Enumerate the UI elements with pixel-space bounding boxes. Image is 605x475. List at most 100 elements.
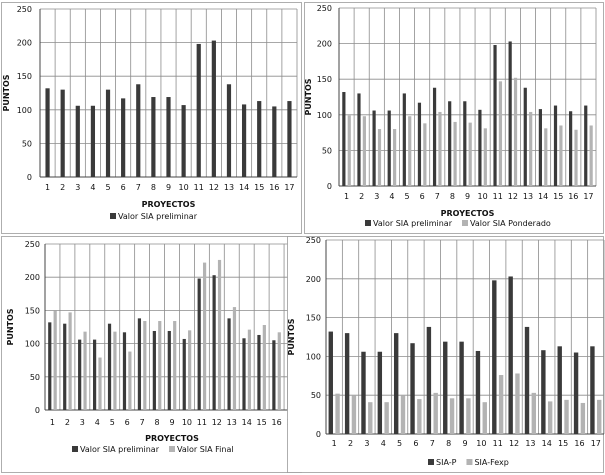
bar-valor-sia-final-13 xyxy=(232,307,237,410)
legend-swatch xyxy=(428,459,434,465)
x-tick-label: 17 xyxy=(284,183,294,192)
x-axis-title: PROYECTOS xyxy=(145,434,199,443)
legend-label: Valor SIA preliminar xyxy=(118,212,198,221)
x-tick-label: 2 xyxy=(348,439,353,448)
x-tick-label: 15 xyxy=(254,183,264,192)
bar-valor-sia-ponderado-16 xyxy=(574,129,578,186)
x-tick-label: 8 xyxy=(151,183,156,192)
bar-valor-sia-preliminar-15 xyxy=(257,101,262,177)
y-tick-label: 50 xyxy=(311,391,321,400)
legend-label: SIA-P xyxy=(436,458,457,467)
legend-swatch xyxy=(110,213,116,219)
bar-valor-sia-preliminar-12 xyxy=(211,40,216,177)
x-tick-label: 16 xyxy=(568,192,578,201)
x-tick-label: 2 xyxy=(60,183,65,192)
bar-sia-p-4 xyxy=(377,351,383,434)
bar-valor-sia-preliminar-6 xyxy=(122,332,127,410)
bar-valor-sia-preliminar-3 xyxy=(75,105,80,177)
bar-valor-sia-preliminar-13 xyxy=(226,84,232,177)
bar-valor-sia-preliminar-2 xyxy=(357,93,361,186)
bar-valor-sia-preliminar-16 xyxy=(569,111,573,186)
bar-valor-sia-ponderado-12 xyxy=(513,77,518,186)
bar-valor-sia-final-1 xyxy=(53,310,57,410)
x-tick-label: 1 xyxy=(332,439,337,448)
x-tick-label: 5 xyxy=(105,183,110,192)
bar-sia-p-7 xyxy=(426,326,432,434)
bar-valor-sia-preliminar-6 xyxy=(417,102,422,186)
x-tick-label: 7 xyxy=(136,183,141,192)
bar-sia-fexp-8 xyxy=(449,398,455,434)
x-tick-label: 10 xyxy=(476,439,486,448)
bar-valor-sia-preliminar-14 xyxy=(242,338,246,410)
x-tick-label: 16 xyxy=(271,418,281,427)
bar-sia-p-5 xyxy=(393,333,399,434)
bar-valor-sia-preliminar-11 xyxy=(197,278,201,410)
bar-sia-fexp-17 xyxy=(597,399,602,434)
legend-label: Valor SIA preliminar xyxy=(373,219,453,228)
bar-valor-sia-final-3 xyxy=(83,331,87,410)
x-tick-label: 6 xyxy=(420,192,425,201)
bar-valor-sia-preliminar-16 xyxy=(272,106,277,177)
y-tick-label: 150 xyxy=(17,72,32,81)
bar-sia-p-11 xyxy=(492,280,497,434)
bar-valor-sia-preliminar-1 xyxy=(45,88,50,177)
x-tick-label: 14 xyxy=(239,183,249,192)
y-tick-label: 250 xyxy=(25,240,40,249)
bar-valor-sia-ponderado-14 xyxy=(544,128,548,186)
bar-valor-sia-preliminar-7 xyxy=(137,318,142,410)
x-tick-label: 14 xyxy=(542,439,552,448)
bar-valor-sia-preliminar-5 xyxy=(107,323,112,410)
y-tick-label: 250 xyxy=(317,4,332,13)
bar-valor-sia-preliminar-2 xyxy=(63,323,67,410)
x-tick-label: 14 xyxy=(538,192,548,201)
x-tick-label: 1 xyxy=(344,192,349,201)
bar-sia-p-2 xyxy=(344,333,350,434)
bar-valor-sia-preliminar-9 xyxy=(167,330,171,410)
bar-valor-sia-final-11 xyxy=(202,262,207,410)
x-tick-label: 10 xyxy=(182,418,192,427)
bar-sia-p-3 xyxy=(361,351,366,434)
x-tick-label: 12 xyxy=(509,439,519,448)
x-tick-label: 16 xyxy=(574,439,584,448)
x-tick-label: 7 xyxy=(140,418,145,427)
bar-valor-sia-preliminar-8 xyxy=(152,330,156,410)
y-tick-label: 50 xyxy=(322,146,332,155)
x-tick-label: 17 xyxy=(583,192,593,201)
bar-valor-sia-final-5 xyxy=(113,331,117,410)
x-tick-label: 10 xyxy=(478,192,488,201)
bar-valor-sia-ponderado-9 xyxy=(468,122,472,186)
bar-valor-sia-preliminar-6 xyxy=(121,98,126,177)
x-tick-label: 11 xyxy=(493,439,503,448)
y-tick-label: 0 xyxy=(316,430,321,439)
bar-valor-sia-preliminar-1 xyxy=(48,322,52,410)
bar-sia-p-15 xyxy=(557,346,562,434)
x-tick-label: 11 xyxy=(197,418,207,427)
legend-swatch xyxy=(365,220,371,226)
x-axis-title: PROYECTOS xyxy=(441,209,495,218)
bar-sia-fexp-14 xyxy=(547,401,553,434)
bar-valor-sia-preliminar-15 xyxy=(257,334,261,410)
x-tick-label: 3 xyxy=(374,192,379,201)
bar-valor-sia-ponderado-2 xyxy=(362,116,366,186)
bar-sia-fexp-9 xyxy=(466,398,471,434)
legend-label: Valor SIA Final xyxy=(177,445,234,454)
y-axis-title: PUNTOS xyxy=(2,74,11,111)
x-axis-title: PROYECTOS xyxy=(142,200,196,209)
y-tick-label: 100 xyxy=(17,106,32,115)
bar-valor-sia-ponderado-3 xyxy=(377,129,382,186)
x-tick-label: 8 xyxy=(155,418,160,427)
x-tick-label: 4 xyxy=(95,418,100,427)
x-tick-label: 4 xyxy=(90,183,95,192)
x-tick-label: 2 xyxy=(359,192,364,201)
x-tick-label: 9 xyxy=(169,418,174,427)
chart-preliminar-vs-final: 0501001502002501234567891011121314151617… xyxy=(1,236,302,473)
bar-sia-fexp-7 xyxy=(433,392,438,434)
bar-sia-fexp-11 xyxy=(498,375,504,434)
legend-swatch xyxy=(466,459,473,465)
x-tick-label: 2 xyxy=(65,418,70,427)
y-tick-label: 150 xyxy=(306,314,321,323)
bar-valor-sia-ponderado-6 xyxy=(423,123,427,186)
bar-valor-sia-preliminar-17 xyxy=(584,105,588,186)
x-tick-label: 3 xyxy=(75,183,80,192)
bar-sia-fexp-4 xyxy=(384,402,389,434)
